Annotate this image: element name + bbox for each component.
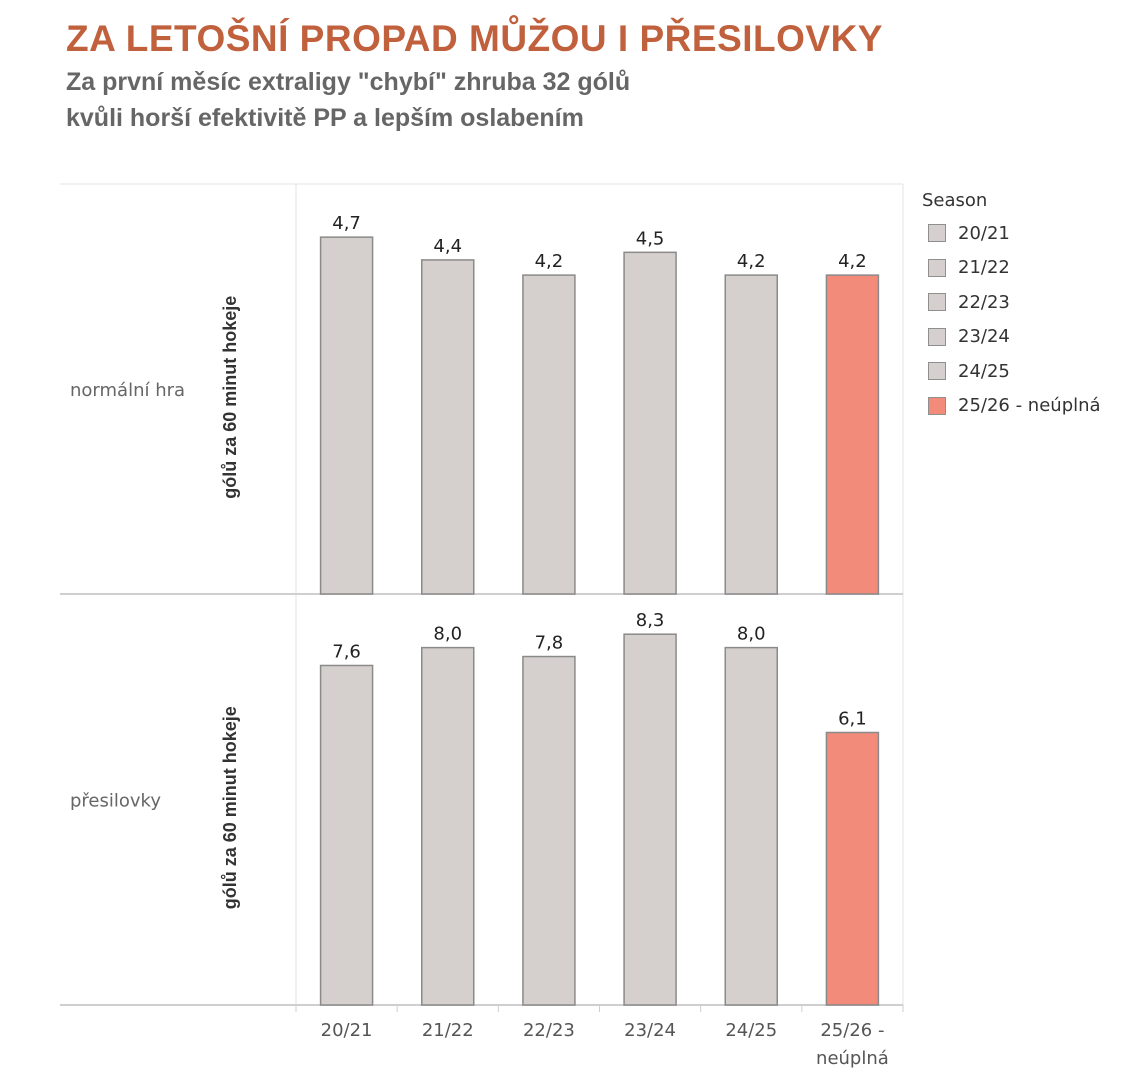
legend-label: 20/21 <box>958 222 1010 244</box>
bar <box>421 259 475 595</box>
bar <box>623 251 677 595</box>
chart-title: ZA LETOŠNÍ PROPAD MŮŽOU I PŘESILOVKY <box>66 18 883 59</box>
bar <box>522 274 576 595</box>
legend-title: Season <box>922 190 988 211</box>
legend-swatch <box>928 293 946 311</box>
legend-label: 23/24 <box>958 326 1010 347</box>
bar <box>421 646 475 1006</box>
x-tick-label: 21/22 <box>422 1020 474 1041</box>
data-label: 4,4 <box>433 236 462 257</box>
legend-swatch <box>928 362 946 380</box>
bar <box>825 274 880 595</box>
data-label: 4,5 <box>636 228 665 249</box>
panel-label-presilovky: přesilovky <box>70 791 161 812</box>
chart-subtitle-line-1: Za první měsíc extraligy "chybí" zhruba … <box>66 68 631 96</box>
data-label: 4,2 <box>535 251 564 272</box>
legend-label: 24/25 <box>958 360 1010 382</box>
x-tick-label: 25/26 - <box>820 1020 884 1041</box>
legend-label: 21/22 <box>958 257 1010 278</box>
legend-label: 25/26 - neúplná <box>958 395 1101 416</box>
legend-item[interactable]: 24/25 <box>928 360 1010 382</box>
legend-swatch <box>928 258 946 277</box>
y-axis-label: gólů za 60 minut hokeje <box>220 706 240 909</box>
x-tick-label: neúplná <box>816 1048 889 1069</box>
y-axis-label: gólů za 60 minut hokeje <box>220 296 240 499</box>
legend-swatch <box>928 224 946 242</box>
data-label: 7,8 <box>535 633 564 654</box>
x-tick-label: 23/24 <box>624 1020 676 1041</box>
bar <box>623 633 677 1006</box>
chart-subtitle-line-2: kvůli horší efektivitě PP a lepším oslab… <box>66 104 584 132</box>
legend-item[interactable]: 21/22 <box>928 257 1010 279</box>
legend-label: 22/23 <box>958 291 1010 313</box>
data-label: 7,6 <box>332 641 361 662</box>
legend-item[interactable]: 22/23 <box>928 291 1010 313</box>
data-label: 4,2 <box>838 251 867 272</box>
legend-swatch <box>928 396 946 415</box>
bar <box>724 274 778 595</box>
panel-label-normalni-hra: normální hra <box>70 380 185 401</box>
data-label: 8,0 <box>737 624 766 645</box>
bar <box>724 646 778 1006</box>
x-tick-label: 20/21 <box>321 1020 373 1041</box>
legend-swatch <box>928 327 946 346</box>
data-label: 8,0 <box>433 624 462 645</box>
x-tick-label: 24/25 <box>725 1020 777 1041</box>
data-label: 4,2 <box>737 251 766 272</box>
legend-item[interactable]: 20/21 <box>928 222 1010 244</box>
bar <box>319 664 374 1006</box>
bar <box>319 236 374 595</box>
x-tick-label: 22/23 <box>523 1020 575 1041</box>
bar <box>825 731 880 1006</box>
bar <box>522 655 576 1006</box>
data-label: 6,1 <box>838 708 867 729</box>
data-label: 8,3 <box>636 610 665 631</box>
data-label: 4,7 <box>332 213 361 234</box>
legend-item[interactable]: 23/24 <box>928 326 1010 348</box>
legend-item[interactable]: 25/26 - neúplná <box>928 395 1101 417</box>
